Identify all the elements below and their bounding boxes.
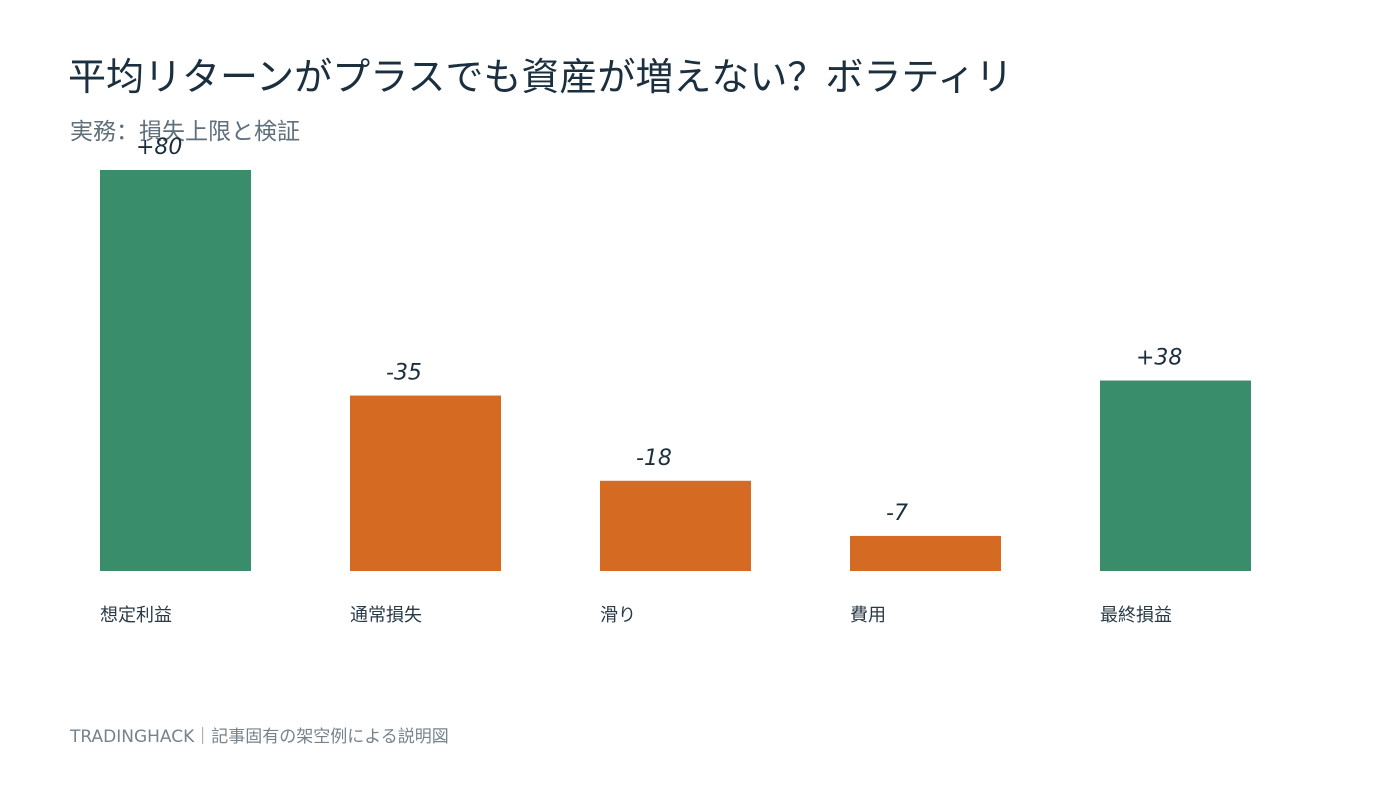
- bar-0: [100, 170, 251, 571]
- bar-4: [1100, 380, 1251, 571]
- bar-value-label: +80: [136, 135, 182, 160]
- footer-note: TRADINGHACK｜記事固有の架空例による説明図: [70, 727, 449, 747]
- category-label: 最終損益: [1100, 605, 1172, 626]
- bar-value-label: -18: [636, 446, 672, 471]
- bar-chart: +80 想定利益 -35 通常損失 -18 滑り -7 費用 +38 最終損益: [100, 135, 1251, 626]
- bar-value-label: -7: [886, 501, 908, 526]
- bar-1: [350, 395, 501, 571]
- bar-3: [850, 535, 1001, 571]
- bar-value-label: +38: [1136, 346, 1182, 371]
- category-label: 通常損失: [350, 605, 422, 626]
- bar-value-label: -35: [386, 361, 422, 386]
- chart-title: 平均リターンがプラスでも資産が増えない？ボラティリ: [68, 55, 1014, 99]
- category-label: 滑り: [600, 605, 636, 626]
- category-label: 費用: [850, 605, 886, 626]
- bar-2: [600, 480, 751, 571]
- chart-subtitle: 実務：損失上限と検証: [70, 119, 300, 145]
- category-label: 想定利益: [100, 605, 172, 626]
